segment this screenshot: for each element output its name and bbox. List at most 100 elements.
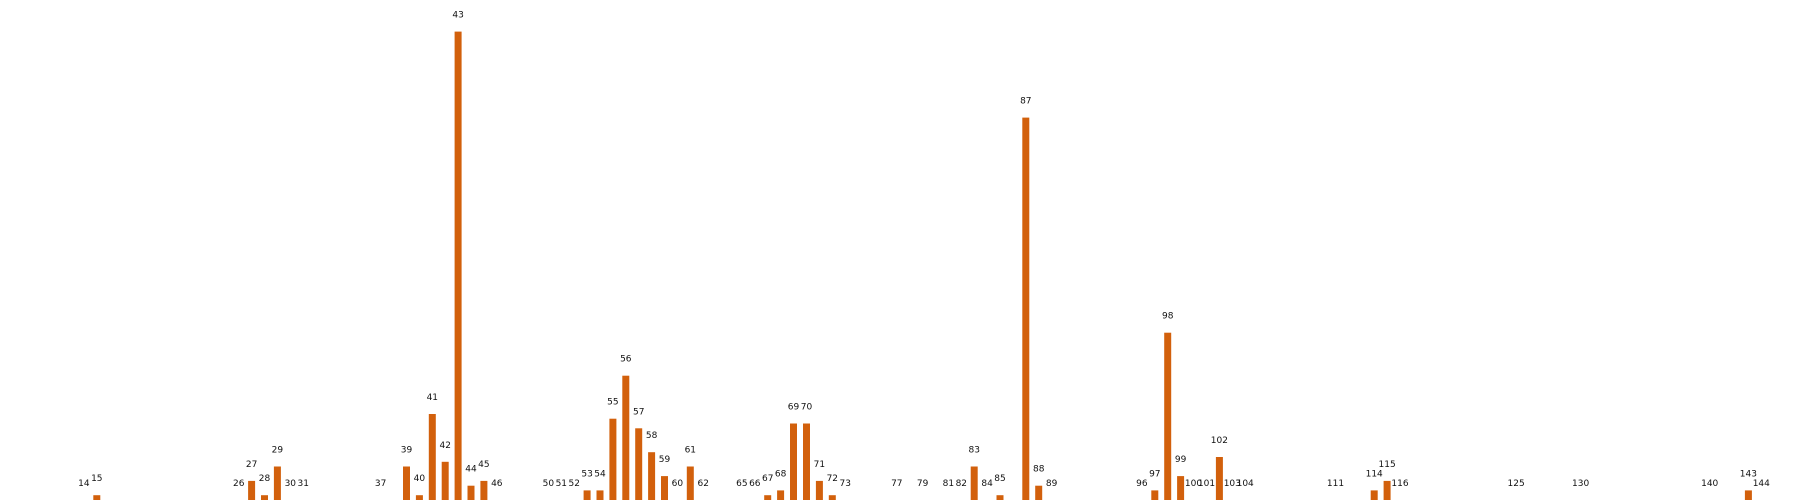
bar-39	[403, 466, 410, 500]
bar-115	[1383, 480, 1391, 500]
bar-label-52: 52	[568, 479, 579, 489]
bar-28	[261, 495, 268, 500]
bar-label-69: 69	[788, 403, 800, 413]
bar-label-67: 67	[762, 474, 773, 484]
bar-label-102: 102	[1211, 436, 1228, 446]
bar-label-144: 144	[1753, 479, 1770, 489]
bar-label-60: 60	[672, 479, 684, 489]
bar-99	[1177, 476, 1185, 500]
bar-88	[1035, 485, 1043, 500]
bar-label-70: 70	[801, 403, 813, 413]
bar-label-51: 51	[556, 479, 567, 489]
bar-label-79: 79	[917, 479, 929, 489]
bar-44	[467, 485, 475, 500]
bar-label-26: 26	[233, 479, 245, 489]
bar-label-97: 97	[1149, 469, 1160, 479]
bar-label-14: 14	[78, 479, 90, 489]
bar-label-53: 53	[581, 469, 592, 479]
bar-label-56: 56	[620, 355, 632, 365]
bar-label-44: 44	[465, 465, 477, 475]
bar-label-140: 140	[1701, 479, 1718, 489]
bar-label-43: 43	[452, 11, 463, 21]
bar-label-73: 73	[839, 479, 850, 489]
bar-70	[803, 423, 810, 500]
bar-label-100: 100	[1185, 479, 1202, 489]
bar-label-40: 40	[414, 474, 426, 484]
bar-61	[686, 466, 694, 500]
bar-85	[996, 495, 1004, 500]
bar-label-85: 85	[994, 474, 1005, 484]
bar-label-68: 68	[775, 469, 787, 479]
bar-97	[1151, 490, 1159, 500]
bar-label-87: 87	[1020, 97, 1031, 107]
bar-label-130: 130	[1572, 479, 1589, 489]
bar-label-50: 50	[543, 479, 555, 489]
bar-label-99: 99	[1175, 455, 1187, 465]
bar-label-77: 77	[891, 479, 902, 489]
bar-label-143: 143	[1740, 469, 1757, 479]
bar-label-125: 125	[1508, 479, 1525, 489]
bar-41	[428, 414, 436, 500]
bar-label-29: 29	[272, 446, 284, 456]
bar-69	[790, 423, 797, 500]
bar-label-114: 114	[1366, 469, 1383, 479]
bar-label-41: 41	[427, 393, 438, 403]
bar-27	[248, 480, 256, 500]
bar-58	[648, 452, 656, 500]
bar-label-71: 71	[814, 460, 825, 470]
bar-57	[635, 428, 643, 500]
bar-label-103: 103	[1224, 479, 1241, 489]
bar-59	[661, 476, 668, 500]
bar-143	[1744, 490, 1752, 500]
bar-68	[777, 490, 785, 500]
bar-label-98: 98	[1162, 312, 1174, 322]
bar-label-27: 27	[246, 460, 257, 470]
bar-15	[93, 495, 101, 500]
bar-label-101: 101	[1198, 479, 1215, 489]
bar-label-96: 96	[1136, 479, 1148, 489]
bar-label-54: 54	[594, 469, 606, 479]
bar-label-39: 39	[401, 446, 413, 456]
bar-67	[764, 495, 772, 500]
bar-label-62: 62	[697, 479, 708, 489]
bar-label-104: 104	[1237, 479, 1254, 489]
bar-label-28: 28	[259, 474, 271, 484]
bar-label-116: 116	[1391, 479, 1408, 489]
bar-label-15: 15	[91, 474, 102, 484]
bar-label-55: 55	[607, 398, 618, 408]
bar-label-57: 57	[633, 407, 644, 417]
bar-42	[441, 461, 449, 500]
bar-55	[609, 418, 617, 500]
bar-114	[1370, 490, 1378, 500]
bar-87	[1022, 117, 1030, 500]
bar-label-45: 45	[478, 460, 489, 470]
bar-label-58: 58	[646, 431, 658, 441]
bar-label-30: 30	[285, 479, 297, 489]
bar-label-42: 42	[439, 441, 450, 451]
bar-label-59: 59	[659, 455, 671, 465]
bar-54	[596, 490, 604, 500]
bar-label-37: 37	[375, 479, 386, 489]
bar-label-111: 111	[1327, 479, 1344, 489]
bar-53	[583, 490, 591, 500]
bar-71	[815, 480, 823, 500]
bar-29	[273, 466, 281, 500]
bar-label-65: 65	[736, 479, 747, 489]
bar-label-89: 89	[1046, 479, 1058, 489]
bar-43	[454, 31, 462, 500]
bar-label-82: 82	[956, 479, 967, 489]
bar-label-115: 115	[1379, 460, 1396, 470]
bar-56	[622, 375, 630, 500]
bar-label-31: 31	[297, 479, 308, 489]
bar-label-72: 72	[827, 474, 838, 484]
bar-label-66: 66	[749, 479, 761, 489]
bar-83	[970, 466, 978, 500]
bar-45	[480, 480, 488, 500]
bar-label-84: 84	[981, 479, 993, 489]
bar-label-88: 88	[1033, 465, 1045, 475]
bar-label-61: 61	[685, 446, 696, 456]
bar-label-46: 46	[491, 479, 503, 489]
bar-40	[415, 495, 423, 500]
bar-label-81: 81	[943, 479, 954, 489]
